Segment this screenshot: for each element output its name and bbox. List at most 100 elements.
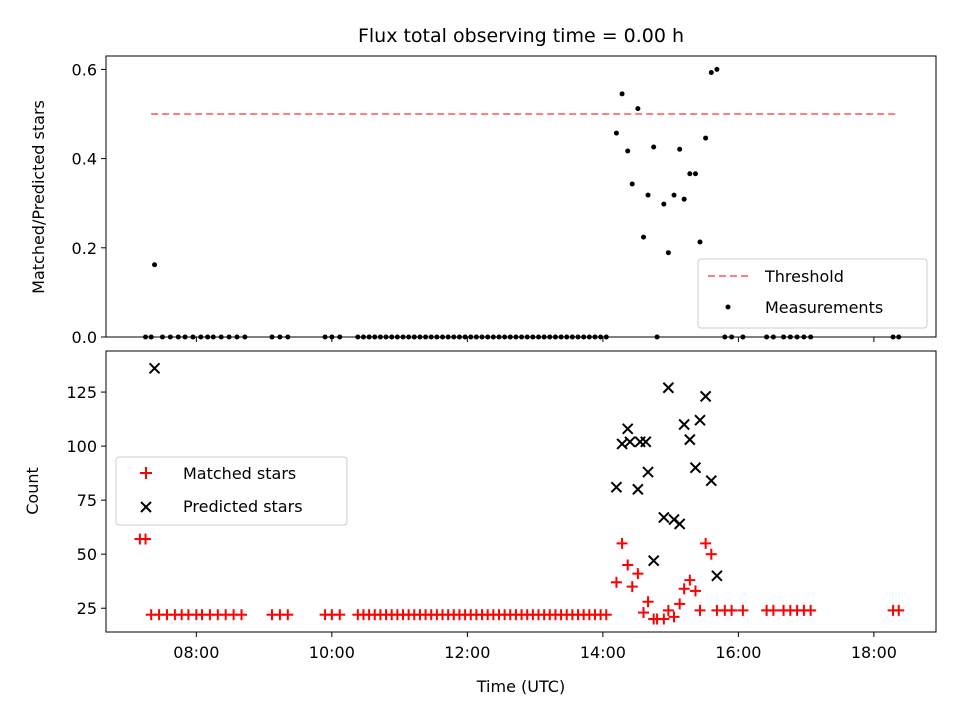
predicted-star-point <box>632 483 644 496</box>
bottom-y-ticks: 25 50 75 100 125 <box>66 383 106 618</box>
measurement-point <box>152 262 158 268</box>
legend-threshold-label: Threshold <box>764 267 844 286</box>
measurement-point <box>665 250 671 256</box>
matched-star-point <box>616 537 628 549</box>
matched-star-point <box>893 604 905 616</box>
top-ytick-label: 0.2 <box>72 239 97 258</box>
chart-title: Flux total observing time = 0.00 h <box>358 25 684 47</box>
measurement-point <box>697 239 703 245</box>
matched-star-point <box>282 609 294 621</box>
legend-measurements-label: Measurements <box>765 298 883 317</box>
measurement-point <box>625 148 631 154</box>
matched-star-point <box>622 559 634 571</box>
matched-star-point <box>805 604 817 616</box>
top-legend: Threshold Measurements <box>697 258 928 329</box>
top-panel: Flux total observing time = 0.00 h Match… <box>29 25 937 347</box>
top-y-ticks: 0.0 0.2 0.4 0.6 <box>72 60 106 347</box>
measurement-point <box>703 135 709 141</box>
predicted-star-point <box>616 438 628 450</box>
bottom-legend-box <box>115 456 348 526</box>
top-ytick-label: 0.4 <box>72 150 97 169</box>
measurement-point <box>661 201 667 207</box>
matched-star-point <box>694 604 706 616</box>
predicted-star-point <box>148 362 161 374</box>
measurement-point <box>671 192 677 198</box>
matched-star-point <box>632 568 644 580</box>
legend-predicted-label: Predicted stars <box>183 497 303 516</box>
matched-star-point <box>737 604 749 616</box>
measurement-point <box>681 196 687 202</box>
matched-star-point <box>705 548 717 560</box>
measurement-point <box>677 146 683 152</box>
matched-star-point <box>236 609 248 621</box>
predicted-star-point <box>673 518 686 530</box>
measurement-point <box>714 66 720 72</box>
matched-star-point <box>668 611 680 623</box>
top-legend-box <box>697 258 928 329</box>
matched-star-point <box>674 598 686 610</box>
matched-star-point <box>684 574 696 586</box>
top-plot-frame <box>105 55 937 338</box>
measurement-point <box>692 171 698 177</box>
measurement-point <box>629 181 635 187</box>
bot-ytick-label: 75 <box>77 491 97 510</box>
measurement-point <box>635 106 641 112</box>
predicted-star-point <box>694 414 706 426</box>
matched-star-point <box>626 581 638 593</box>
bot-xtick-label: 08:00 <box>173 643 219 662</box>
measurement-point <box>651 144 657 150</box>
predicted-star-point <box>662 382 675 394</box>
predicted-star-point <box>705 474 717 487</box>
measurement-point <box>645 192 651 198</box>
bot-xtick-label: 16:00 <box>715 643 761 662</box>
predicted-star-point <box>699 390 712 403</box>
top-ylabel: Matched/Predicted stars <box>29 100 48 294</box>
predicted-star-point <box>684 433 696 446</box>
predicted-star-point <box>642 466 654 478</box>
measurement-point <box>708 70 714 76</box>
bottom-legend: Matched stars Predicted stars <box>115 456 348 526</box>
predicted-star-point <box>622 423 634 435</box>
matched-star-point <box>700 537 712 549</box>
bottom-xlabel: Time (UTC) <box>476 677 565 696</box>
legend-predicted-swatch <box>140 501 152 513</box>
measurement-point <box>613 130 619 136</box>
bot-ytick-label: 125 <box>66 383 97 402</box>
matched-star-point <box>610 576 622 588</box>
bot-xtick-label: 18:00 <box>851 643 897 662</box>
bot-ytick-label: 100 <box>66 437 97 456</box>
measurement-point <box>641 234 647 240</box>
matched-star-point <box>642 596 654 608</box>
bottom-x-ticks: 08:00 10:00 12:00 14:00 16:00 18:00 <box>173 632 897 662</box>
matched-star-point <box>726 604 738 616</box>
bot-xtick-label: 14:00 <box>580 643 626 662</box>
predicted-star-point <box>678 418 690 431</box>
predicted-star-point <box>711 570 723 582</box>
predicted-star-point <box>647 554 660 567</box>
matched-star-point <box>638 607 650 619</box>
matched-star-point <box>334 609 346 621</box>
measurement-point <box>687 171 693 177</box>
predicted-star-point <box>624 436 636 448</box>
bot-xtick-label: 10:00 <box>309 643 355 662</box>
bot-ytick-label: 25 <box>77 599 97 618</box>
bottom-ylabel: Count <box>23 467 42 515</box>
matched-star-point <box>658 613 670 625</box>
legend-matched-swatch <box>140 467 152 479</box>
bottom-series <box>134 362 905 625</box>
matched-star-point <box>662 604 674 616</box>
predicted-star-point <box>640 436 652 448</box>
top-ytick-label: 0.6 <box>72 60 97 79</box>
matched-star-point <box>689 585 701 597</box>
top-ytick-label: 0.0 <box>72 328 97 347</box>
bottom-plot-frame <box>105 350 937 633</box>
bot-xtick-label: 12:00 <box>444 643 490 662</box>
predicted-star-point <box>610 481 623 493</box>
matched-star-point <box>600 609 612 621</box>
bot-ytick-label: 50 <box>77 545 97 564</box>
legend-matched-label: Matched stars <box>183 464 296 483</box>
predicted-star-point <box>658 511 670 524</box>
measurement-point <box>619 91 625 97</box>
matched-star-point <box>767 604 779 616</box>
